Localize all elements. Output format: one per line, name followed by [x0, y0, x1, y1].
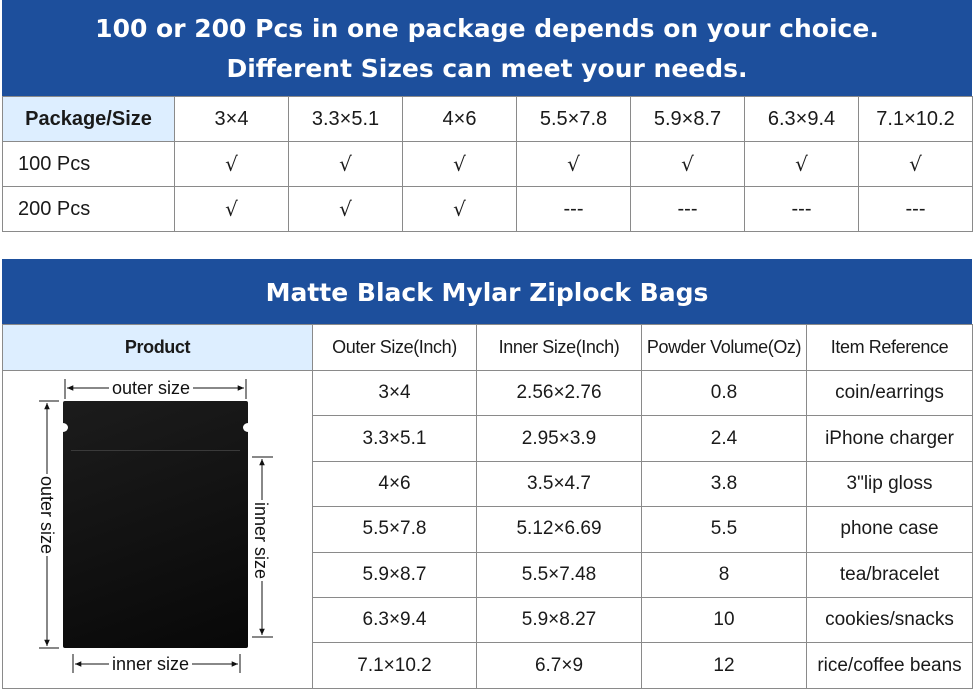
outer-size-cell: 3.3×5.1: [312, 415, 477, 462]
availability-cell: √: [402, 141, 517, 187]
package-row-100: 100 Pcs √ √ √ √ √ √ √: [2, 141, 973, 187]
column-header: Item Reference: [806, 324, 973, 371]
banner-line-1: 100 or 200 Pcs in one package depends on…: [95, 14, 879, 43]
outer-size-top-label: outer size: [109, 378, 194, 398]
outer-size-cell: 6.3×9.4: [312, 596, 477, 644]
product-title-banner: Matte Black Mylar Ziplock Bags: [2, 259, 972, 324]
size-col-header: 7.1×10.2: [858, 96, 973, 142]
spec-row: 7.1×10.2 6.7×9 12 rice/coffee beans: [3, 642, 973, 689]
outer-size-cell: 5.9×8.7: [312, 551, 477, 598]
spec-row: outer size outer size inner size inner s…: [2, 369, 973, 689]
package-row-200: 200 Pcs √ √ √ --- --- --- ---: [2, 186, 973, 232]
inner-size-cell: 2.95×3.9: [476, 415, 642, 462]
powder-volume-cell: 0.8: [641, 369, 807, 417]
outer-size-side-label: outer size: [37, 474, 57, 557]
availability-cell: √: [288, 186, 403, 232]
zipper-line: [71, 450, 240, 451]
spec-row: 5.5×7.8 5.12×6.69 5.5 phone case: [3, 506, 973, 553]
powder-volume-cell: 12: [641, 642, 807, 689]
availability-cell: √: [516, 141, 631, 187]
size-col-header: 6.3×9.4: [744, 96, 859, 142]
size-col-header: 5.9×8.7: [630, 96, 745, 142]
availability-cell: √: [858, 141, 973, 187]
item-reference-cell: cookies/snacks: [806, 596, 973, 644]
row-label: 100 Pcs: [2, 141, 175, 187]
bag-size-diagram: outer size outer size inner size inner s…: [4, 371, 312, 687]
mylar-bag-image: [58, 401, 253, 648]
spec-row: 5.9×8.7 5.5×7.48 8 tea/bracelet: [3, 551, 973, 598]
inner-size-bottom-label: inner size: [109, 654, 193, 674]
package-size-corner: Package/Size: [2, 96, 175, 142]
availability-cell: √: [174, 141, 289, 187]
product-header: Product: [2, 324, 313, 371]
powder-volume-cell: 5.5: [641, 506, 807, 553]
spec-row: 3.3×5.1 2.95×3.9 2.4 iPhone charger: [3, 415, 973, 462]
item-reference-cell: 3"lip gloss: [806, 460, 973, 508]
tear-notch: [243, 423, 253, 432]
size-header-row: Package/Size 3×4 3.3×5.1 4×6 5.5×7.8 5.9…: [2, 96, 973, 142]
item-reference-cell: phone case: [806, 506, 973, 553]
item-reference-cell: iPhone charger: [806, 415, 973, 462]
inner-size-cell: 3.5×4.7: [476, 460, 642, 508]
inner-size-cell: 5.12×6.69: [476, 506, 642, 553]
availability-cell: √: [630, 141, 745, 187]
package-size-table: Package/Size 3×4 3.3×5.1 4×6 5.5×7.8 5.9…: [2, 96, 973, 232]
availability-cell: ---: [516, 186, 631, 232]
product-title: Matte Black Mylar Ziplock Bags: [265, 278, 709, 307]
powder-volume-cell: 3.8: [641, 460, 807, 508]
outer-size-cell: 5.5×7.8: [312, 506, 477, 553]
size-col-header: 3×4: [174, 96, 289, 142]
inner-size-cell: 2.56×2.76: [476, 369, 642, 417]
spec-table: Product Outer Size(Inch) Inner Size(Inch…: [2, 324, 973, 689]
top-banner: 100 or 200 Pcs in one package depends on…: [2, 0, 972, 96]
availability-cell: √: [174, 186, 289, 232]
availability-cell: √: [402, 186, 517, 232]
availability-cell: ---: [630, 186, 745, 232]
row-label: 200 Pcs: [2, 186, 175, 232]
column-header: Inner Size(Inch): [476, 324, 642, 371]
inner-size-cell: 5.5×7.48: [476, 551, 642, 598]
product-image-cell: outer size outer size inner size inner s…: [2, 370, 313, 689]
item-reference-cell: rice/coffee beans: [806, 642, 973, 689]
outer-size-cell: 3×4: [312, 369, 477, 417]
availability-cell: ---: [744, 186, 859, 232]
availability-cell: ---: [858, 186, 973, 232]
spec-row: 4×6 3.5×4.7 3.8 3"lip gloss: [3, 460, 973, 508]
outer-size-cell: 4×6: [312, 460, 477, 508]
outer-size-cell: 7.1×10.2: [312, 642, 477, 689]
inner-size-cell: 5.9×8.27: [476, 596, 642, 644]
powder-volume-cell: 8: [641, 551, 807, 598]
item-reference-cell: tea/bracelet: [806, 551, 973, 598]
column-header: Outer Size(Inch): [312, 324, 477, 371]
size-col-header: 4×6: [402, 96, 517, 142]
tear-notch: [58, 423, 68, 432]
column-header: Powder Volume(Oz): [641, 324, 807, 371]
availability-cell: √: [288, 141, 403, 187]
banner-line-2: Different Sizes can meet your needs.: [226, 54, 748, 83]
spec-header-row: Product Outer Size(Inch) Inner Size(Inch…: [2, 324, 973, 371]
inner-size-side-label: inner size: [251, 500, 271, 582]
inner-size-cell: 6.7×9: [476, 642, 642, 689]
size-col-header: 3.3×5.1: [288, 96, 403, 142]
powder-volume-cell: 2.4: [641, 415, 807, 462]
availability-cell: √: [744, 141, 859, 187]
item-reference-cell: coin/earrings: [806, 369, 973, 417]
size-col-header: 5.5×7.8: [516, 96, 631, 142]
powder-volume-cell: 10: [641, 596, 807, 644]
